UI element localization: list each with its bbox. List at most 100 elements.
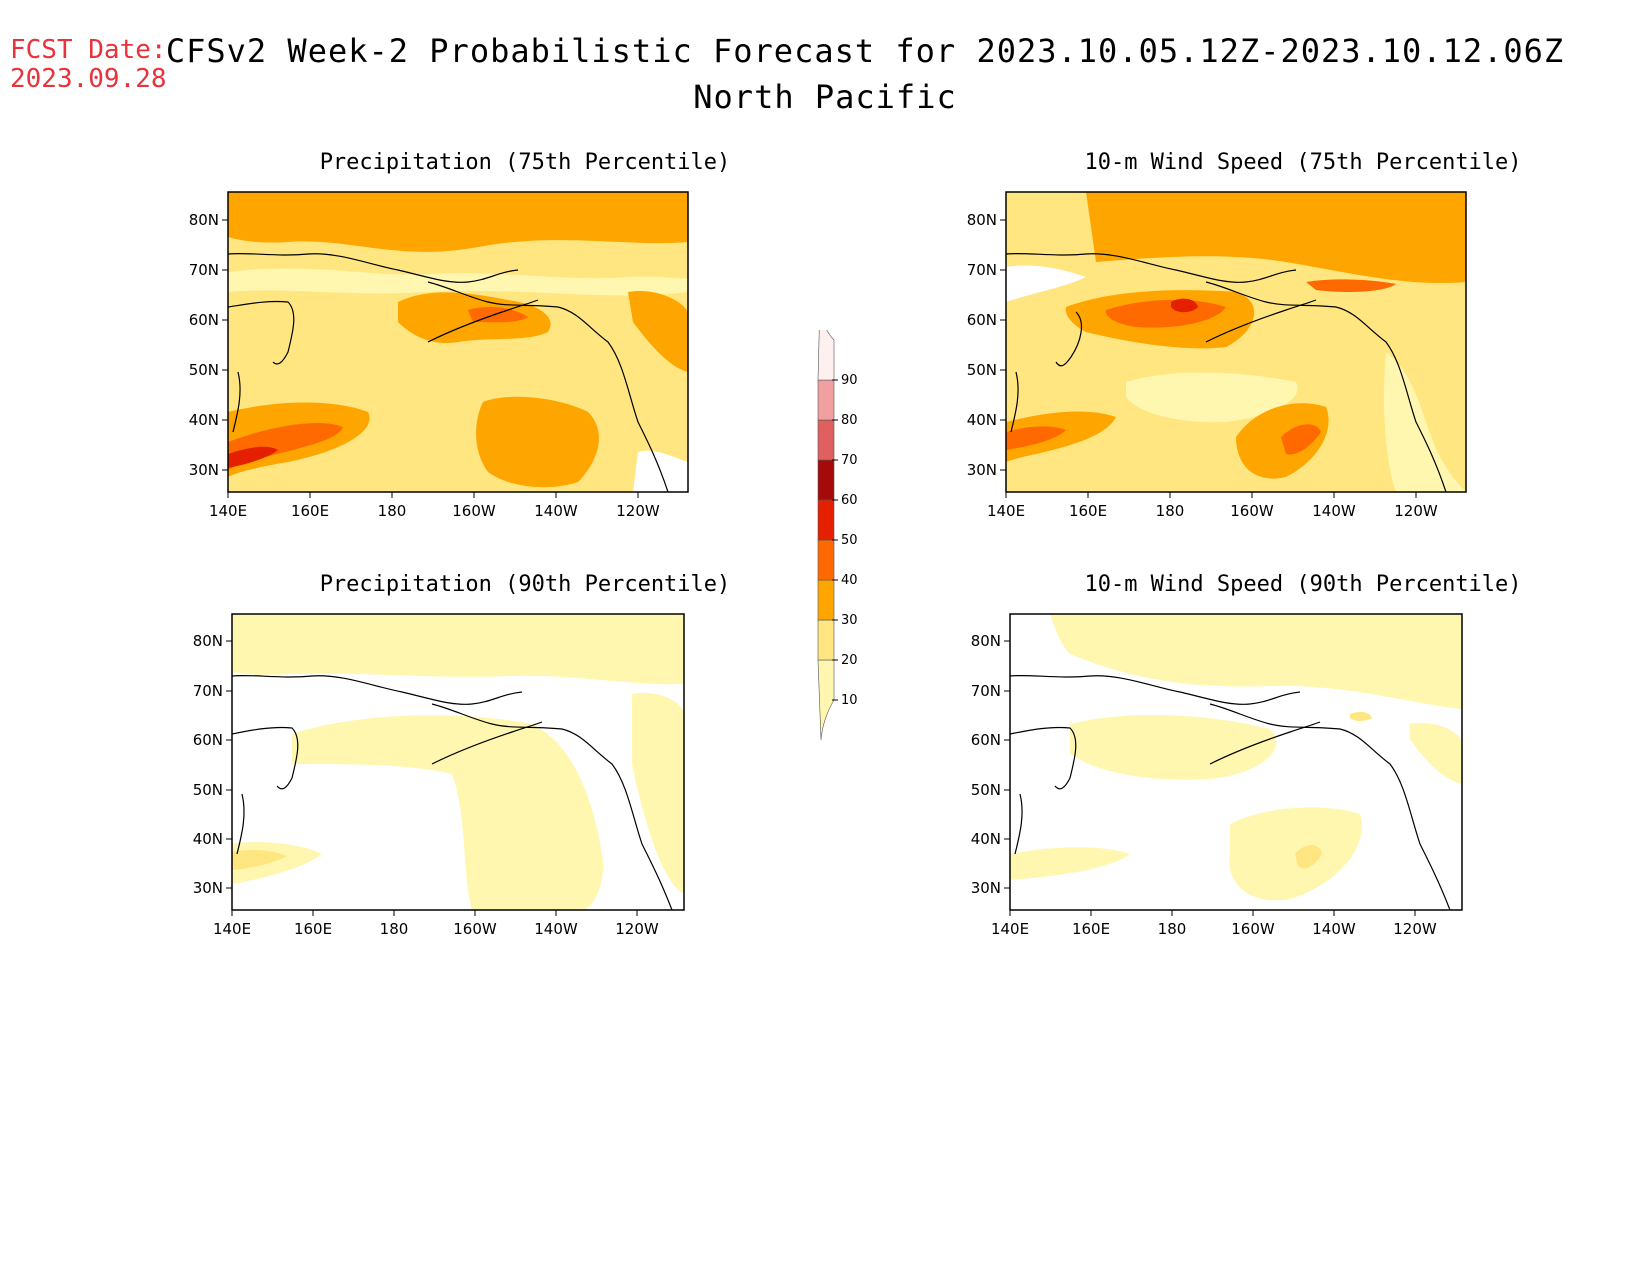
panel-title: Precipitation (90th Percentile) bbox=[319, 572, 731, 597]
panel-title: 10-m Wind Speed (90th Percentile) bbox=[1084, 572, 1522, 597]
fill-light-north bbox=[1050, 614, 1462, 709]
fill-orange-gulf bbox=[476, 396, 599, 488]
lat-label: 30N bbox=[967, 461, 997, 479]
lat-label: 80N bbox=[193, 632, 223, 650]
fill-orange-west bbox=[1006, 411, 1116, 462]
lat-label: 70N bbox=[967, 261, 997, 279]
fill-red-ne bbox=[1306, 279, 1396, 292]
lon-label: 120W bbox=[1393, 920, 1437, 938]
coastline-kamchatka bbox=[1010, 726, 1077, 790]
colorbar-swatch bbox=[817, 539, 835, 581]
colorbar: 10 20 30 40 50 60 70 80 90 bbox=[817, 330, 858, 741]
forecast-date: FCST Date: 2023.09.28 bbox=[10, 36, 167, 94]
fill-yellow-gulf bbox=[1295, 845, 1322, 869]
lat-label: 40N bbox=[189, 411, 219, 429]
lon-label: 180 bbox=[1158, 920, 1187, 938]
lon-ticks bbox=[231, 910, 638, 916]
fill-light-east bbox=[632, 693, 684, 894]
lat-label: 30N bbox=[971, 879, 1001, 897]
colorbar-level-label: 30 bbox=[841, 613, 858, 628]
map-precip-75: 140E 160E 180 160W 140W 120W 80N 70N 60N… bbox=[189, 191, 689, 520]
colorbar-swatch bbox=[817, 579, 835, 621]
coastline-aleutians bbox=[427, 299, 539, 343]
coastline-aleutians bbox=[1205, 299, 1317, 343]
panel-precip-90: Precipitation (90th Percentile) 140E bbox=[193, 572, 845, 972]
colorbar-swatch bbox=[817, 419, 835, 461]
fill-light-east bbox=[1410, 723, 1462, 784]
colorbar-level-label: 70 bbox=[841, 453, 858, 468]
coastline-kamchatka bbox=[228, 300, 295, 365]
lat-label: 80N bbox=[189, 211, 219, 229]
colorbar-level-label: 60 bbox=[841, 493, 858, 508]
lon-label: 160W bbox=[1230, 502, 1274, 520]
lat-label: 40N bbox=[193, 830, 223, 848]
fill-light-bering bbox=[1070, 714, 1277, 780]
lon-label: 160W bbox=[452, 502, 496, 520]
colorbar-level-label: 50 bbox=[841, 533, 858, 548]
map-precip-90: 140E 160E 180 160W 140W 120W 80N 70N 60N… bbox=[193, 613, 685, 938]
coastline-japan bbox=[232, 371, 241, 433]
fill-yellow-ne bbox=[1350, 711, 1372, 721]
fill-light-central bbox=[292, 715, 603, 910]
lat-label: 70N bbox=[189, 261, 219, 279]
lat-label: 80N bbox=[967, 211, 997, 229]
fcst-date-value: 2023.09.28 bbox=[10, 64, 167, 94]
lat-label: 40N bbox=[971, 830, 1001, 848]
coastline-asia bbox=[1006, 252, 1297, 283]
colorbar-level-label: 10 bbox=[841, 693, 858, 708]
coastline-aleutians bbox=[431, 721, 543, 765]
colorbar-swatch bbox=[817, 330, 835, 381]
lon-label: 160W bbox=[1231, 920, 1275, 938]
lat-ticks bbox=[1004, 640, 1010, 889]
lon-label: 160E bbox=[1069, 502, 1107, 520]
lon-label: 140E bbox=[987, 502, 1025, 520]
lon-label: 140W bbox=[534, 920, 578, 938]
coastline-asia bbox=[1010, 674, 1301, 705]
fill-white-east bbox=[1384, 352, 1466, 492]
fcst-label: FCST Date: bbox=[10, 35, 167, 65]
coastline-kamchatka bbox=[1055, 311, 1083, 367]
lat-label: 50N bbox=[967, 361, 997, 379]
lat-ticks bbox=[1000, 219, 1006, 471]
lon-ticks bbox=[1005, 492, 1417, 498]
coastline-alaska bbox=[431, 703, 673, 910]
panel-precip-75: Precipitation (75th Percentile) bbox=[189, 150, 845, 550]
colorbar-level-label: 90 bbox=[841, 373, 858, 388]
lat-label: 50N bbox=[193, 781, 223, 799]
colorbar-swatch bbox=[817, 379, 835, 421]
map-wind-90: 140E 160E 180 160W 140W 120W 80N 70N 60N… bbox=[971, 613, 1463, 938]
colorbar-swatch bbox=[817, 659, 835, 741]
lon-label: 140E bbox=[213, 920, 251, 938]
fill-darkred-bering bbox=[1171, 298, 1198, 313]
coastline-alaska bbox=[427, 281, 669, 492]
colorbar-level-label: 80 bbox=[841, 413, 858, 428]
fill-red-west bbox=[1006, 426, 1066, 450]
lon-label: 140W bbox=[534, 502, 578, 520]
panel-wind-75: 10-m Wind Speed (75th Percentile) bbox=[967, 150, 1623, 550]
colorbar-swatch bbox=[817, 499, 835, 541]
lat-ticks bbox=[222, 219, 228, 471]
lon-label: 140W bbox=[1312, 920, 1356, 938]
lat-label: 50N bbox=[189, 361, 219, 379]
lat-label: 30N bbox=[193, 879, 223, 897]
colorbar-swatches bbox=[817, 330, 835, 741]
map-wind-75: 140E 160E 180 160W 140W 120W 80N 70N 60N… bbox=[967, 191, 1467, 520]
region-title: North Pacific bbox=[693, 78, 957, 116]
colorbar-swatch bbox=[817, 619, 835, 661]
lon-label: 120W bbox=[1394, 502, 1438, 520]
coastline-alaska bbox=[1209, 703, 1451, 910]
lon-label: 180 bbox=[380, 920, 409, 938]
coastline-asia bbox=[232, 674, 523, 705]
lon-label: 180 bbox=[1156, 502, 1185, 520]
lat-label: 70N bbox=[971, 682, 1001, 700]
coastline-japan bbox=[1010, 371, 1019, 433]
lat-label: 60N bbox=[193, 731, 223, 749]
fill-light-west bbox=[1010, 847, 1130, 880]
fill-yellow-west bbox=[232, 849, 287, 870]
lon-ticks bbox=[1009, 910, 1416, 916]
lat-ticks bbox=[226, 640, 232, 889]
lat-label: 60N bbox=[967, 311, 997, 329]
lon-label: 140E bbox=[991, 920, 1029, 938]
colorbar-level-label: 40 bbox=[841, 573, 858, 588]
lon-label: 160W bbox=[453, 920, 497, 938]
